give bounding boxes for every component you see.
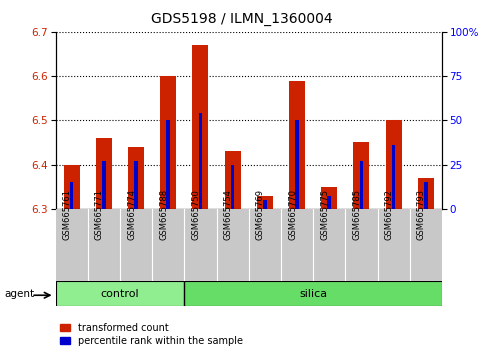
Text: GSM665785: GSM665785 — [353, 189, 361, 240]
Bar — [185, 281, 442, 306]
Bar — [152, 209, 185, 281]
Bar — [385, 120, 402, 209]
Text: GSM665769: GSM665769 — [256, 189, 265, 240]
Text: GSM665770: GSM665770 — [288, 189, 297, 240]
Text: GSM665750: GSM665750 — [191, 189, 200, 240]
Bar — [321, 187, 337, 209]
Text: GDS5198 / ILMN_1360004: GDS5198 / ILMN_1360004 — [151, 12, 332, 27]
Bar — [102, 161, 106, 209]
Bar — [378, 209, 410, 281]
Text: GSM665774: GSM665774 — [127, 189, 136, 240]
Bar — [345, 209, 378, 281]
Bar — [134, 161, 138, 209]
Bar — [424, 182, 427, 209]
Bar — [418, 178, 434, 209]
Bar — [216, 209, 249, 281]
Bar — [295, 120, 299, 209]
Bar — [64, 165, 80, 209]
Bar — [263, 200, 267, 209]
Bar — [257, 196, 273, 209]
Bar — [160, 76, 176, 209]
Bar — [410, 209, 442, 281]
Text: GSM665793: GSM665793 — [417, 189, 426, 240]
Bar — [70, 182, 73, 209]
Bar — [281, 209, 313, 281]
Bar — [185, 209, 216, 281]
Bar — [96, 138, 112, 209]
Text: control: control — [100, 289, 139, 299]
Bar — [249, 209, 281, 281]
Bar — [289, 81, 305, 209]
Text: agent: agent — [5, 289, 35, 299]
Text: GSM665792: GSM665792 — [384, 189, 394, 240]
Bar — [392, 145, 396, 209]
Text: GSM665771: GSM665771 — [95, 189, 104, 240]
Bar — [128, 147, 144, 209]
Bar — [327, 196, 331, 209]
Text: GSM665788: GSM665788 — [159, 189, 168, 240]
Text: GSM665775: GSM665775 — [320, 189, 329, 240]
Bar — [56, 209, 88, 281]
Bar — [313, 209, 345, 281]
Text: silica: silica — [299, 289, 327, 299]
Bar — [120, 209, 152, 281]
Bar — [360, 161, 363, 209]
Bar — [199, 113, 202, 209]
Bar — [225, 152, 241, 209]
Text: GSM665754: GSM665754 — [224, 189, 233, 240]
Bar — [88, 209, 120, 281]
Bar — [354, 143, 369, 209]
Bar — [192, 45, 209, 209]
Bar — [167, 120, 170, 209]
Bar — [231, 165, 234, 209]
Legend: transformed count, percentile rank within the sample: transformed count, percentile rank withi… — [60, 323, 243, 346]
Bar — [56, 281, 185, 306]
Text: GSM665761: GSM665761 — [63, 189, 71, 240]
